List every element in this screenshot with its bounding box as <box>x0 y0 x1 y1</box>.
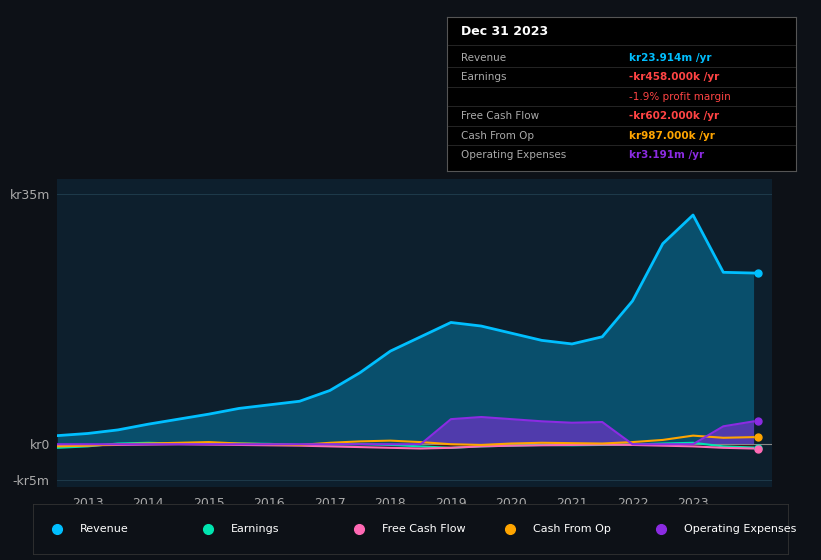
Text: kr23.914m /yr: kr23.914m /yr <box>629 53 711 63</box>
Text: Free Cash Flow: Free Cash Flow <box>382 524 466 534</box>
Text: Cash From Op: Cash From Op <box>533 524 611 534</box>
Text: -kr458.000k /yr: -kr458.000k /yr <box>629 72 719 82</box>
Text: Earnings: Earnings <box>231 524 279 534</box>
Text: Operating Expenses: Operating Expenses <box>684 524 796 534</box>
Text: kr987.000k /yr: kr987.000k /yr <box>629 130 715 141</box>
Text: -1.9% profit margin: -1.9% profit margin <box>629 91 731 101</box>
Text: Operating Expenses: Operating Expenses <box>461 150 566 160</box>
Text: Cash From Op: Cash From Op <box>461 130 534 141</box>
Text: Revenue: Revenue <box>80 524 128 534</box>
Text: Dec 31 2023: Dec 31 2023 <box>461 25 548 38</box>
Text: kr3.191m /yr: kr3.191m /yr <box>629 150 704 160</box>
Text: Free Cash Flow: Free Cash Flow <box>461 111 539 121</box>
Text: Revenue: Revenue <box>461 53 507 63</box>
Text: -kr602.000k /yr: -kr602.000k /yr <box>629 111 719 121</box>
Text: Earnings: Earnings <box>461 72 507 82</box>
